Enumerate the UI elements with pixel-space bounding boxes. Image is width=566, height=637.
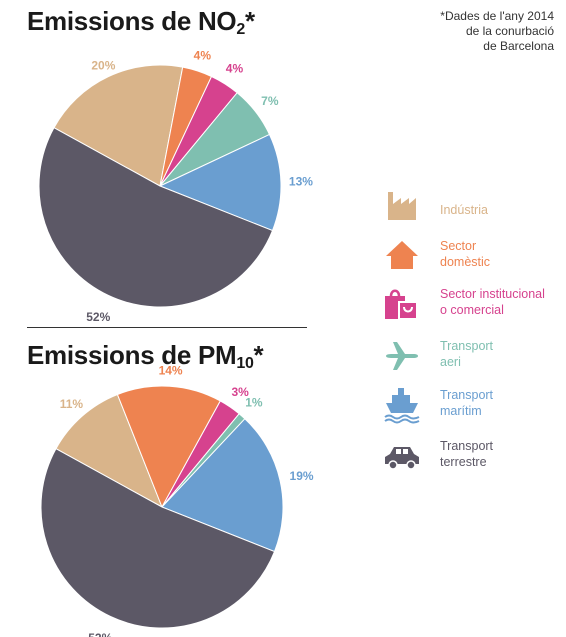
pie-slice-6 (40, 448, 276, 629)
legend-label-transport-aeri-line1: Transport (440, 339, 494, 353)
factory-icon (388, 192, 416, 220)
legend-item-sector-institucional: Sector institucional o comercial (382, 284, 566, 328)
data-note-line1: *Dades de l'any 2014 (440, 9, 554, 23)
divider (27, 327, 307, 328)
pie-slice-5 (158, 133, 282, 232)
pie-label-5: 19% (290, 469, 314, 483)
legend-item-sector-domestic: Sector domèstic (382, 236, 566, 280)
pie-chart-pm10: 11% 14% 3%1% 19% 52% (40, 363, 314, 637)
legend-label-transport-terrestre: Transport terrestre (440, 438, 493, 470)
pie-label-2: 14% (159, 363, 183, 377)
pie-label-4: 1% (245, 396, 263, 410)
legend-label-sector-domestic-line2: domèstic (440, 255, 491, 269)
chart-title-no2: Emissions de NO2* (27, 6, 255, 39)
legend-label-sector-domestic: Sector domèstic (440, 238, 490, 270)
data-note-line2: de la conurbació (465, 24, 554, 38)
legend-item-transport-maritim: Transport marítim (382, 385, 566, 429)
legend-item-transport-terrestre: Transport terrestre (382, 436, 566, 480)
pie-label-6: 52% (86, 310, 110, 324)
legend-label-industria: Indústria (440, 202, 488, 218)
legend-label-sector-institucional-line1: Sector institucional (440, 287, 545, 301)
legend-item-transport-aeri: Transport aeri (382, 336, 566, 380)
legend-label-transport-maritim: Transport marítim (440, 387, 493, 419)
pie-slice-2 (116, 385, 221, 509)
pie-label-6: 52% (88, 631, 112, 637)
car-icon (385, 447, 419, 470)
ship-icon (384, 388, 420, 424)
pie-slice-1 (55, 393, 163, 509)
pie-label-1: 11% (60, 397, 84, 411)
chart-title-pm10-sub: 10 (236, 355, 254, 372)
pie-label-1: 20% (91, 59, 115, 73)
legend-label-transport-maritim-line2: marítim (440, 404, 482, 418)
legend-label-transport-aeri: Transport aeri (440, 338, 493, 370)
legend-label-industria-line1: Indústria (440, 203, 488, 217)
chart-title-pm10: Emissions de PM10* (27, 340, 264, 373)
pie-label-3: 4% (226, 62, 244, 76)
pie-slice-6 (38, 127, 274, 308)
data-note-line3: de Barcelona (483, 39, 554, 53)
chart-title-no2-main: Emissions de NO (27, 6, 237, 36)
legend-label-sector-institucional: Sector institucional o comercial (440, 286, 545, 318)
pie-slice-1 (53, 64, 184, 187)
pie-label-2: 4% (194, 49, 212, 63)
legend-label-transport-maritim-line1: Transport (440, 388, 494, 402)
shopping-bags-icon (385, 289, 418, 320)
legend-label-sector-domestic-line1: Sector (440, 239, 477, 253)
pie-label-4: 7% (261, 94, 279, 108)
legend-label-transport-terrestre-line2: terrestre (440, 455, 487, 469)
legend-item-industria: Indústria (382, 186, 566, 230)
legend-label-sector-institucional-line2: o comercial (440, 303, 504, 317)
data-note: *Dades de l'any 2014 de la conurbació de… (374, 9, 554, 54)
pie-label-5: 13% (289, 175, 313, 189)
pie-chart-no2: 20% 4% 4% 7% 13% 52% (38, 49, 313, 324)
pie-slice-5 (161, 418, 284, 553)
chart-title-pm10-main: Emissions de PM (27, 340, 237, 370)
airplane-icon (386, 342, 418, 370)
legend-label-transport-terrestre-line1: Transport (440, 439, 494, 453)
pie-label-3: 3% (231, 385, 249, 399)
chart-title-no2-sub: 2 (236, 21, 245, 38)
house-icon (386, 241, 418, 269)
chart-title-no2-suffix: * (244, 6, 255, 36)
chart-title-pm10-suffix: * (253, 340, 264, 370)
legend-label-transport-aeri-line2: aeri (440, 355, 461, 369)
